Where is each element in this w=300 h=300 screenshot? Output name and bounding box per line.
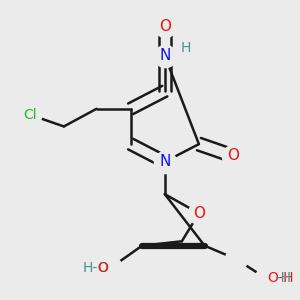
Text: O: O [85, 261, 109, 275]
Text: H-O: H-O [83, 261, 110, 275]
Text: Cl: Cl [23, 108, 37, 122]
Text: O: O [193, 206, 205, 221]
Text: O: O [159, 19, 171, 34]
Text: N: N [159, 48, 170, 63]
Text: N: N [159, 154, 170, 169]
Text: -H: -H [267, 271, 291, 285]
Text: H: H [181, 41, 191, 56]
Text: O: O [227, 148, 239, 164]
Text: O-H: O-H [267, 271, 294, 285]
